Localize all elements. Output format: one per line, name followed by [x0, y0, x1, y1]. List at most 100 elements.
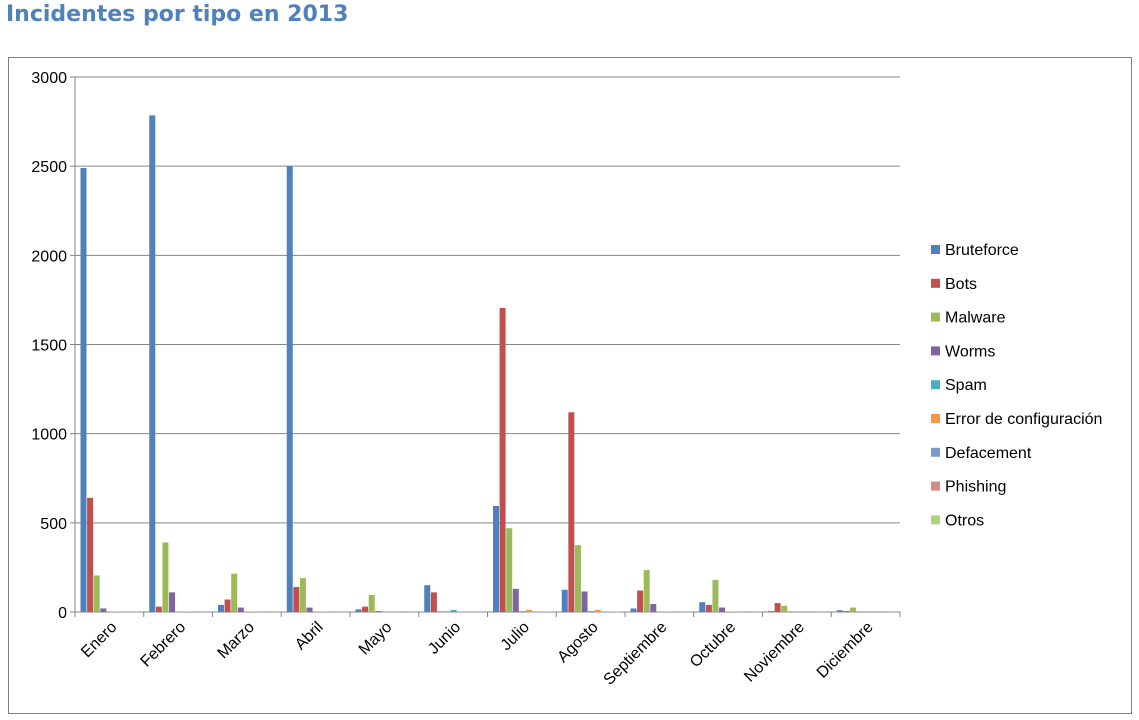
legend-label: Malware: [945, 310, 1006, 327]
y-tick-labels: 0 500 1000 1500 2000 2500 3000: [31, 70, 67, 622]
bar: [650, 603, 657, 612]
bar: [293, 587, 300, 612]
page-title: Incidentes por tipo en 2013: [6, 2, 349, 27]
bar: [594, 609, 601, 612]
x-tick-label: Julio: [498, 619, 533, 654]
bar: [375, 611, 382, 612]
bar: [87, 497, 94, 612]
bar: [424, 585, 431, 612]
x-tick-label: Marzo: [214, 619, 258, 663]
legend-label: Phishing: [945, 479, 1006, 496]
bar: [100, 608, 107, 612]
gridlines: [75, 76, 900, 524]
bar: [663, 611, 670, 612]
y-tick-label: 1000: [31, 427, 67, 444]
bar: [774, 603, 781, 612]
bar: [787, 611, 794, 612]
x-tick-label: Abril: [292, 619, 327, 654]
bar: [568, 412, 575, 612]
legend-swatch: [931, 447, 940, 457]
bar: [499, 307, 506, 612]
bar: [224, 599, 231, 612]
bar: [80, 167, 87, 612]
legend-swatch: [931, 245, 940, 254]
y-tick-label: 2000: [31, 248, 67, 265]
x-tick-labels: Enero Febrero Marzo Abril Mayo Junio Julio Agos…: [78, 619, 877, 689]
bar: [182, 611, 189, 612]
bar: [732, 611, 739, 612]
legend-label: Bots: [945, 276, 977, 293]
bar: [849, 607, 856, 612]
bar: [93, 575, 100, 612]
x-tick-label: Diciembre: [814, 619, 877, 682]
bar: [368, 595, 375, 612]
bars: [80, 115, 896, 612]
bar: [512, 588, 519, 612]
bar: [162, 542, 169, 612]
x-tick-label: Septiembre: [601, 619, 671, 689]
bar: [836, 610, 843, 612]
x-tick-label: Febrero: [138, 619, 190, 671]
legend-label: Error de configuración: [945, 411, 1102, 428]
y-tick-label: 2500: [31, 159, 67, 176]
bar: [719, 607, 726, 612]
bar: [231, 573, 238, 612]
legend-swatch: [931, 380, 940, 390]
y-tick-label: 0: [58, 605, 67, 622]
bar: [581, 591, 588, 612]
chart-svg: 0 500 1000 1500 2000 2500 3000 Enero Febrero Mar…: [31, 70, 1102, 689]
y-tick-label: 1500: [31, 338, 67, 355]
bar: [299, 578, 306, 612]
bar: [169, 592, 176, 612]
bar: [712, 579, 719, 612]
bar: [237, 607, 244, 612]
chart-area: 0 500 1000 1500 2000 2500 3000 Enero Febrero Mar…: [8, 57, 1132, 714]
legend-swatch: [931, 312, 940, 322]
bar: [601, 611, 608, 612]
bar: [705, 604, 712, 612]
bar: [493, 505, 499, 612]
legend-label: Spam: [945, 377, 987, 394]
bar: [388, 611, 395, 612]
bar: [637, 590, 644, 612]
bar: [574, 545, 581, 612]
x-tick-label: Noviembre: [741, 619, 808, 686]
x-tick-label: Agosto: [554, 619, 601, 666]
bar: [437, 611, 444, 612]
bar: [457, 611, 464, 612]
bar: [444, 611, 451, 612]
x-tick-label: Junio: [425, 619, 464, 658]
legend-swatch: [931, 515, 940, 525]
legend-swatch: [931, 481, 940, 491]
bar: [843, 611, 850, 612]
bar: [450, 609, 457, 612]
bar: [306, 607, 313, 612]
bar: [781, 605, 788, 612]
legend-label: Bruteforce: [945, 242, 1019, 259]
legend-swatch: [931, 414, 940, 423]
bar: [355, 609, 362, 612]
axes: [70, 76, 901, 617]
x-tick-label: Octubre: [687, 619, 739, 671]
x-tick-label: Enero: [78, 619, 120, 661]
bar: [113, 611, 120, 612]
bar: [362, 606, 369, 612]
bar: [251, 611, 257, 612]
bar: [430, 592, 437, 612]
bar: [630, 608, 637, 612]
legend-swatch: [931, 346, 940, 356]
bar: [532, 611, 539, 612]
bar: [519, 611, 526, 612]
legend: Bruteforce Bots Malware Worms Spam Error de c…: [931, 242, 1102, 529]
bar: [155, 606, 162, 612]
bar: [526, 609, 532, 612]
bar: [699, 602, 706, 612]
legend-swatch: [931, 278, 940, 288]
y-tick-label: 500: [40, 516, 67, 533]
bar: [286, 166, 293, 612]
bar: [588, 611, 595, 612]
bar: [149, 115, 156, 612]
legend-label: Otros: [945, 512, 984, 529]
legend-label: Worms: [945, 343, 995, 360]
bar: [643, 570, 650, 612]
